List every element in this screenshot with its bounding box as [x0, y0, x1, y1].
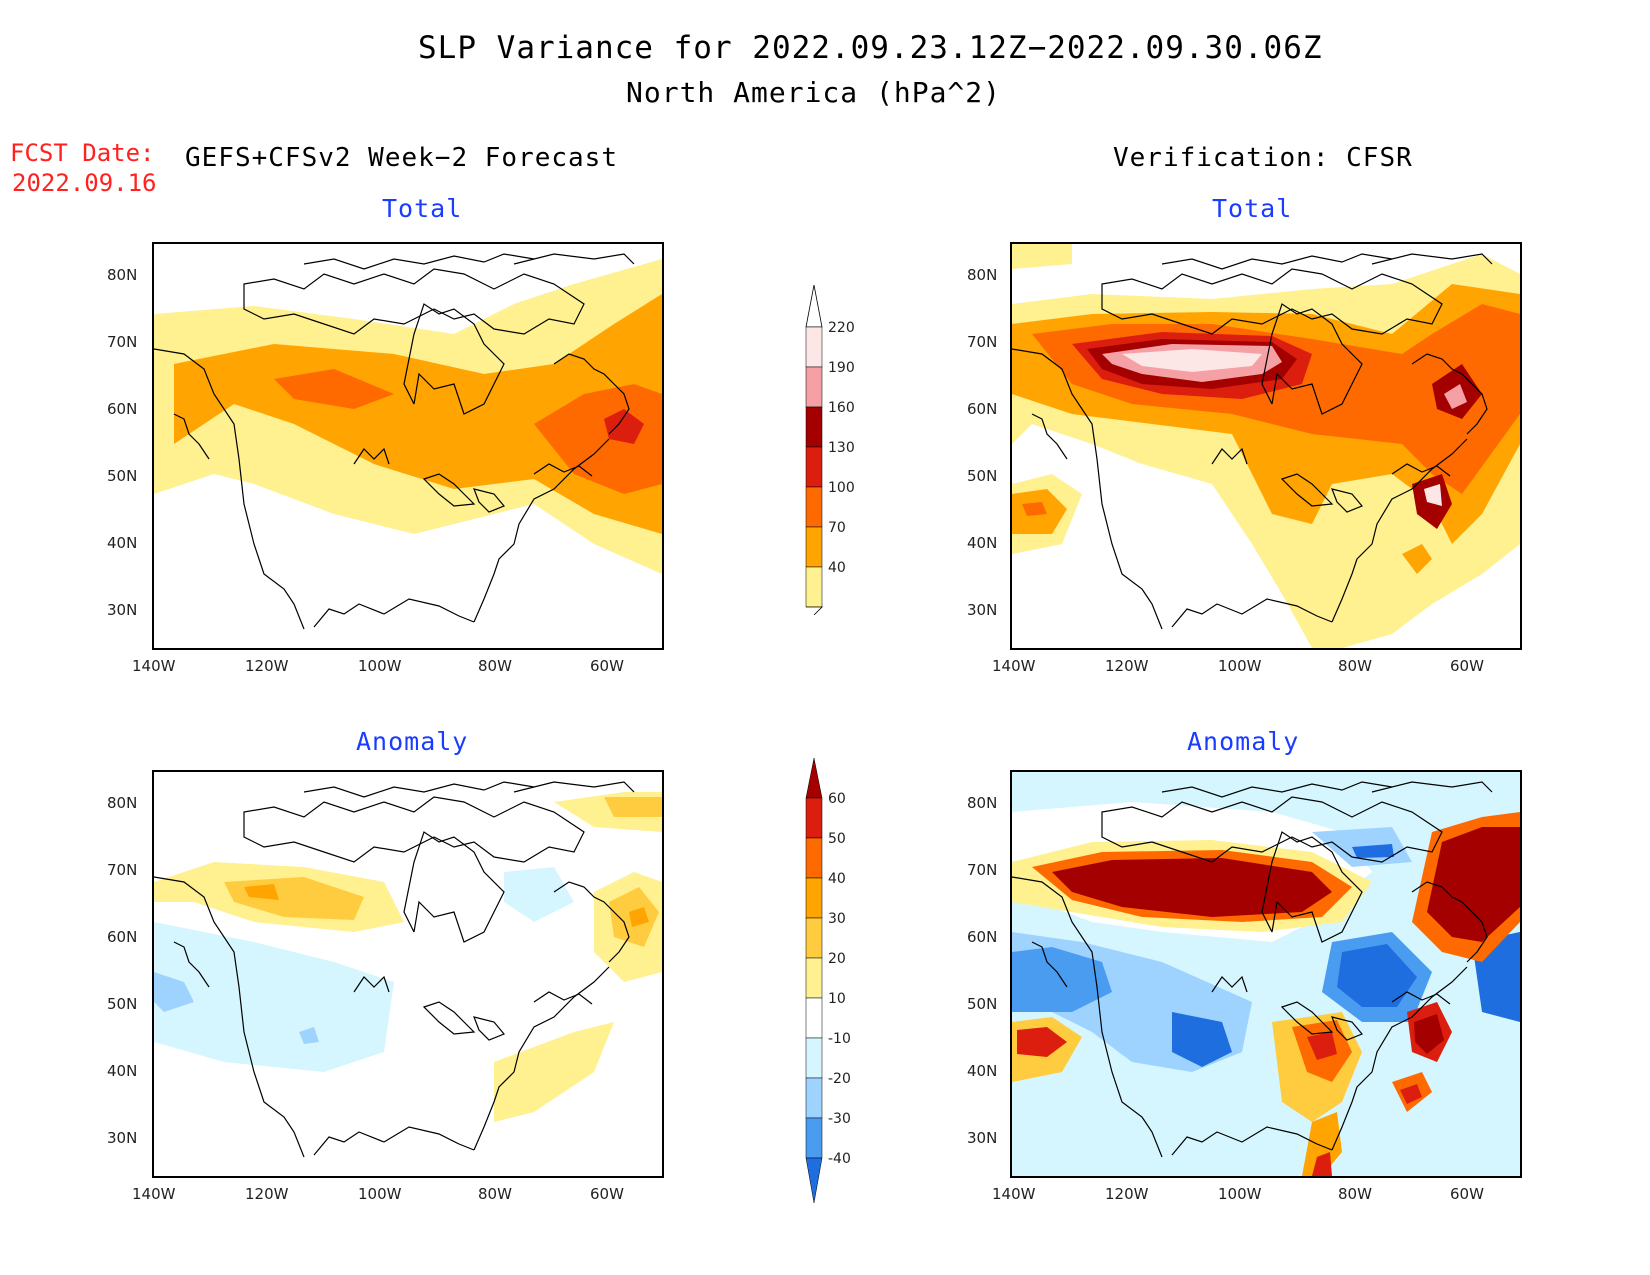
- lat-label: 70N: [107, 333, 138, 351]
- lon-label: 120W: [1105, 657, 1149, 675]
- lat-label: 70N: [967, 333, 998, 351]
- anom-level-label: -40: [828, 1151, 851, 1167]
- lat-label: 50N: [967, 995, 998, 1013]
- lon-label: 120W: [1105, 1185, 1149, 1203]
- anom-bin-7: [805, 1037, 823, 1079]
- anom-level-label: -10: [828, 1031, 851, 1047]
- anom-bin-5: [805, 957, 823, 999]
- lat-label: 30N: [967, 601, 998, 619]
- total-bin-40: [805, 566, 823, 608]
- total-bin-220: [805, 326, 823, 368]
- lat-label: 80N: [967, 794, 998, 812]
- lon-label: 140W: [132, 657, 176, 675]
- fcst-date-label: FCST Date:: [10, 139, 155, 167]
- lat-label: 40N: [107, 1062, 138, 1080]
- verification-header: Verification: CFSR: [1113, 143, 1413, 173]
- anom-level-label: 10: [828, 991, 846, 1007]
- lat-label: 60N: [967, 400, 998, 418]
- forecast-total-title: Total: [382, 194, 463, 223]
- lat-label: 30N: [967, 1129, 998, 1147]
- lon-label: 120W: [245, 657, 289, 675]
- total-level-label: 40: [828, 560, 846, 576]
- anom-bin-8: [805, 1077, 823, 1119]
- lat-label: 60N: [107, 400, 138, 418]
- verification-anomaly-map: [1010, 770, 1522, 1178]
- total-level-label: 70: [828, 520, 846, 536]
- total-level-label: 160: [828, 400, 855, 416]
- fcst-date-value: 2022.09.16: [12, 169, 157, 197]
- total-bin-190: [805, 366, 823, 408]
- lat-label: 60N: [107, 928, 138, 946]
- lon-label: 60W: [1450, 657, 1484, 675]
- lon-label: 80W: [478, 657, 512, 675]
- lon-label: 100W: [1218, 1185, 1262, 1203]
- total-colorbar: 220 190 160 130 100 70 40: [800, 285, 880, 615]
- lon-label: 60W: [1450, 1185, 1484, 1203]
- lon-label: 60W: [590, 657, 624, 675]
- verification-total-title: Total: [1212, 194, 1293, 223]
- forecast-header: GEFS+CFSv2 Week−2 Forecast: [185, 143, 618, 173]
- lat-label: 80N: [967, 266, 998, 284]
- lon-label: 120W: [245, 1185, 289, 1203]
- chart-subtitle: North America (hPa^2): [626, 76, 1002, 109]
- lon-label: 140W: [132, 1185, 176, 1203]
- anom-level-label: -20: [828, 1071, 851, 1087]
- anom-level-label: 60: [828, 791, 846, 807]
- total-level-label: 220: [828, 320, 855, 336]
- anomaly-colorbar: 60 50 40 30 20 10 -10 -20 -30 -40: [800, 758, 880, 1208]
- forecast-total-map: [152, 242, 664, 650]
- total-bin-130: [805, 446, 823, 488]
- lon-label: 80W: [1338, 1185, 1372, 1203]
- total-level-label: 190: [828, 360, 855, 376]
- lon-label: 100W: [1218, 657, 1262, 675]
- chart-title: SLP Variance for 2022.09.23.12Z−2022.09.…: [418, 30, 1323, 66]
- lat-label: 40N: [967, 1062, 998, 1080]
- lon-label: 80W: [1338, 657, 1372, 675]
- anom-bin-3: [805, 877, 823, 919]
- lat-label: 70N: [107, 861, 138, 879]
- verification-anomaly-title: Anomaly: [1187, 727, 1300, 756]
- verification-total-map: [1010, 242, 1522, 650]
- anom-bin-2: [805, 837, 823, 879]
- anom-bin-1: [805, 797, 823, 839]
- lat-label: 50N: [107, 995, 138, 1013]
- total-bin-100: [805, 486, 823, 528]
- anom-level-label: -30: [828, 1111, 851, 1127]
- lon-label: 60W: [590, 1185, 624, 1203]
- lat-label: 40N: [967, 534, 998, 552]
- lat-label: 70N: [967, 861, 998, 879]
- anom-bin-6: [805, 997, 823, 1039]
- lat-label: 80N: [107, 794, 138, 812]
- lat-label: 50N: [107, 467, 138, 485]
- anom-level-label: 50: [828, 831, 846, 847]
- anom-level-label: 20: [828, 951, 846, 967]
- forecast-anomaly-title: Anomaly: [356, 727, 469, 756]
- total-bin-160: [805, 406, 823, 448]
- total-bin-70: [805, 526, 823, 568]
- lat-label: 30N: [107, 1129, 138, 1147]
- anom-bin-4: [805, 917, 823, 959]
- total-level-label: 130: [828, 440, 855, 456]
- lat-label: 50N: [967, 467, 998, 485]
- anom-level-label: 30: [828, 911, 846, 927]
- lon-label: 100W: [358, 1185, 402, 1203]
- lat-label: 80N: [107, 266, 138, 284]
- lon-label: 140W: [992, 1185, 1036, 1203]
- anom-level-label: 40: [828, 871, 846, 887]
- lat-label: 40N: [107, 534, 138, 552]
- lat-label: 30N: [107, 601, 138, 619]
- total-level-label: 100: [828, 480, 855, 496]
- lon-label: 80W: [478, 1185, 512, 1203]
- lat-label: 60N: [967, 928, 998, 946]
- forecast-anomaly-map: [152, 770, 664, 1178]
- lon-label: 140W: [992, 657, 1036, 675]
- anom-bin-9: [805, 1117, 823, 1159]
- lon-label: 100W: [358, 657, 402, 675]
